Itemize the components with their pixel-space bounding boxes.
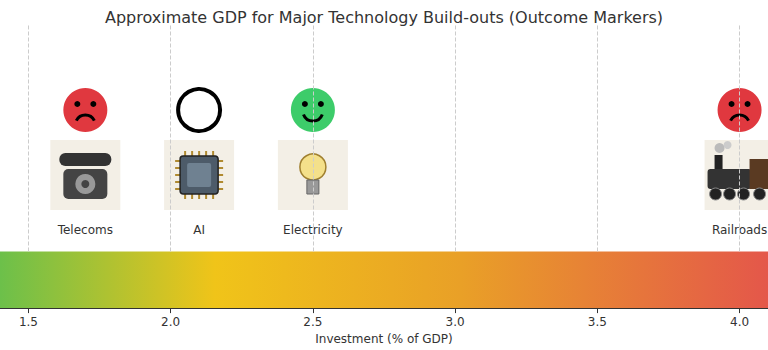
svg-text:2.5: 2.5 <box>303 315 322 329</box>
svg-text:2.0: 2.0 <box>161 315 180 329</box>
svg-text:AI: AI <box>193 223 205 237</box>
svg-text:1.5: 1.5 <box>19 315 38 329</box>
svg-text:Investment (% of GDP): Investment (% of GDP) <box>315 332 453 346</box>
svg-text:4.0: 4.0 <box>730 315 749 329</box>
svg-text:Telecoms: Telecoms <box>57 223 113 237</box>
svg-text:Approximate GDP for Major Tech: Approximate GDP for Major Technology Bui… <box>105 8 663 27</box>
svg-text:Electricity: Electricity <box>283 223 343 237</box>
svg-text:3.5: 3.5 <box>588 315 607 329</box>
svg-text:Railroads: Railroads <box>711 223 768 237</box>
svg-text:3.0: 3.0 <box>446 315 465 329</box>
